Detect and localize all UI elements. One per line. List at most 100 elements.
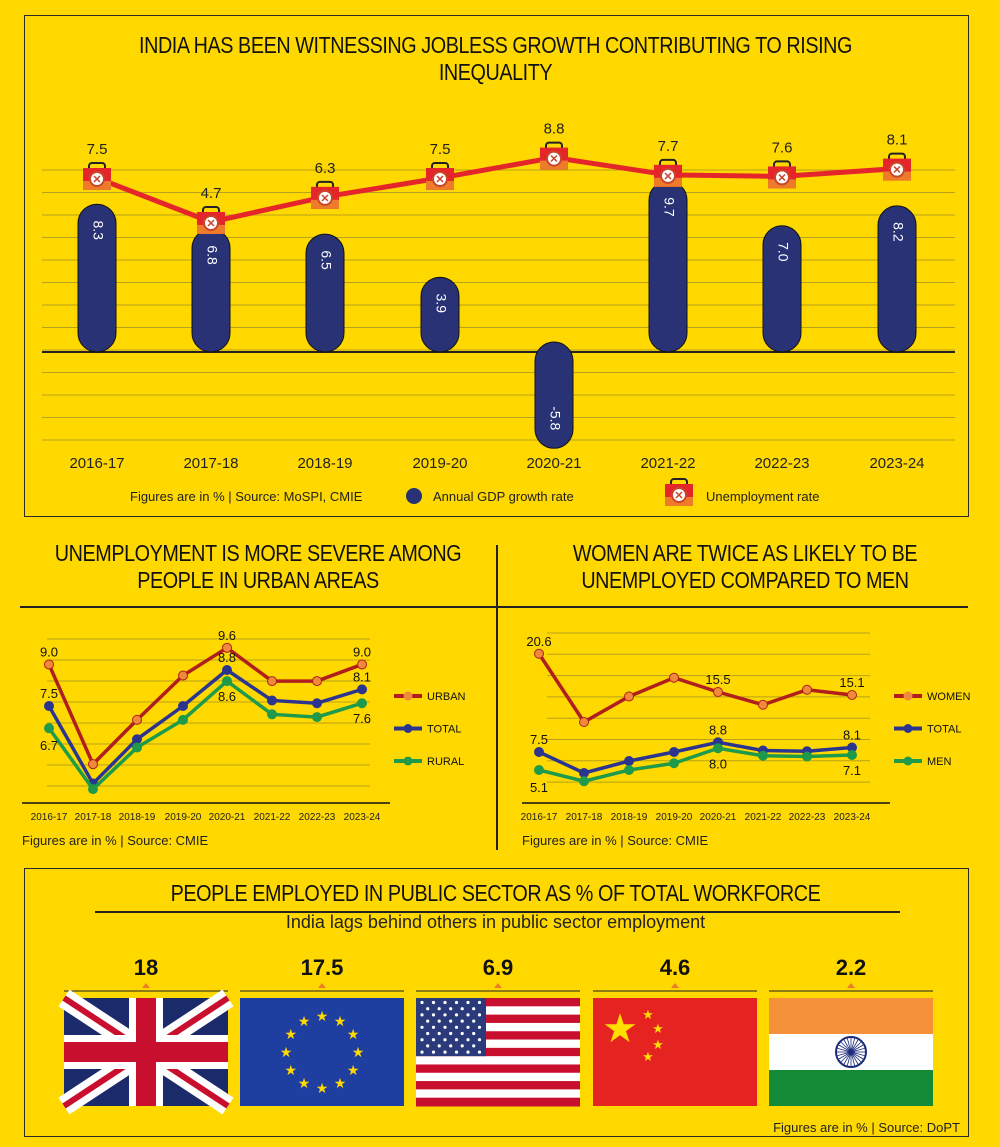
urban-data-label: 9.0	[353, 644, 371, 659]
legend-label: WOMEN	[927, 691, 970, 703]
chakra-spoke	[846, 1051, 852, 1066]
star-icon	[472, 1031, 476, 1036]
gender-data-label: 7.5	[530, 732, 548, 747]
gender-data-label: 7.1	[843, 763, 861, 778]
public-sector-title: PEOPLE EMPLOYED IN PUBLIC SECTOR AS % OF…	[170, 880, 821, 906]
chakra-spoke	[843, 1051, 852, 1065]
star-icon	[443, 1050, 447, 1054]
urban-point	[178, 670, 188, 681]
star-icon: ★	[347, 1026, 360, 1042]
public-sector-note: Figures are in % | Source: DoPT	[773, 1120, 960, 1135]
star-icon	[431, 1000, 436, 1005]
chakra-spoke	[837, 1047, 852, 1053]
x-tick-label: 2016-17	[69, 455, 124, 472]
legend-label: RURAL	[427, 756, 464, 768]
star-icon	[426, 1031, 430, 1036]
legend-label: TOTAL	[427, 724, 461, 736]
x-tick-label: 2020-21	[209, 812, 246, 823]
star-icon	[443, 1000, 447, 1005]
legend-dot-icon	[903, 724, 913, 733]
china-flag	[593, 998, 757, 1106]
star-icon	[443, 1038, 447, 1042]
gender-line-women	[537, 652, 853, 725]
legend-dot-icon	[403, 756, 413, 766]
star-icon	[449, 1031, 453, 1036]
x-tick-label: 2023-24	[834, 812, 871, 823]
star-icon	[426, 1019, 430, 1023]
chakra-spoke	[838, 1044, 852, 1053]
gdp-panel	[24, 15, 969, 517]
urban-point	[178, 714, 188, 725]
chakra-spoke	[850, 1044, 864, 1053]
chakra-spoke	[840, 1051, 852, 1063]
us-stripe	[416, 1072, 580, 1082]
star-icon: ★	[285, 1026, 298, 1042]
gender-line-men	[538, 746, 853, 784]
chakra-spoke	[846, 1038, 852, 1053]
briefcase-icon-x-circle	[546, 150, 562, 167]
legend-label: MEN	[927, 756, 952, 768]
gdp-bar	[420, 276, 460, 353]
us-stripe	[416, 1056, 580, 1065]
gender-point	[579, 768, 589, 778]
unemployment-label: 7.7	[658, 138, 679, 155]
urban-point	[132, 734, 142, 745]
divider	[95, 911, 900, 913]
urban-data-label: 7.6	[353, 711, 371, 726]
divider	[496, 545, 498, 850]
star-icon	[472, 1044, 476, 1048]
value-label: 18	[134, 955, 158, 980]
gender-point	[624, 756, 634, 766]
gender-point	[758, 750, 768, 761]
us-stripe	[416, 1039, 580, 1049]
star-icon	[426, 1007, 430, 1011]
urban-point	[178, 701, 188, 711]
chakra-spoke	[843, 1039, 852, 1053]
star-icon	[477, 1050, 482, 1054]
gdp-bar-label: 3.9	[433, 294, 449, 314]
x-tick-label: 2022-23	[754, 455, 809, 472]
unemployment-label: 7.5	[87, 141, 108, 158]
value-label: 6.9	[483, 955, 514, 980]
star-icon: ★	[642, 1049, 654, 1064]
urban-point	[222, 676, 232, 687]
unemployment-label: 6.3	[315, 160, 336, 177]
star-icon	[454, 1050, 459, 1054]
urban-point	[267, 676, 277, 687]
x-tick-label: 2019-20	[412, 455, 467, 472]
chakra-spoke	[850, 1041, 862, 1053]
urban-data-label: 9.6	[218, 628, 236, 643]
star-icon	[477, 1013, 482, 1017]
gender-data-label: 15.1	[839, 675, 864, 690]
legend-gdp-label: Annual GDP growth rate	[433, 489, 574, 504]
gender-point	[534, 747, 544, 757]
close-icon: ✕	[777, 172, 786, 184]
gender-data-label: 8.0	[709, 756, 727, 771]
legend-briefcase-icon-x-circle	[671, 487, 687, 503]
close-icon: ✕	[549, 154, 558, 166]
x-tick-label: 2021-22	[640, 455, 695, 472]
unemployment-label: 7.5	[430, 141, 451, 158]
gdp-bar-label: 6.8	[204, 245, 220, 265]
star-icon	[472, 1007, 476, 1011]
urban-point	[267, 709, 277, 720]
unemployment-label: 8.8	[544, 121, 565, 138]
x-tick-label: 2019-20	[165, 812, 202, 823]
gender-point	[669, 672, 679, 683]
gdp-bar	[762, 225, 802, 353]
urban-point	[357, 659, 367, 670]
legend-unemployment-label: Unemployment rate	[706, 489, 820, 504]
x-tick-label: 2020-21	[526, 455, 581, 472]
urban-line-rural	[47, 678, 363, 792]
x-tick-label: 2022-23	[299, 812, 336, 823]
chakra-spoke	[838, 1051, 852, 1060]
star-icon	[420, 1050, 424, 1054]
star-icon	[460, 1019, 464, 1023]
eu-flag	[240, 998, 404, 1106]
star-icon	[420, 1025, 424, 1029]
urban-point	[222, 664, 232, 675]
chakra-spoke	[837, 1051, 852, 1057]
star-icon	[466, 1050, 470, 1054]
star-icon	[477, 1038, 482, 1042]
